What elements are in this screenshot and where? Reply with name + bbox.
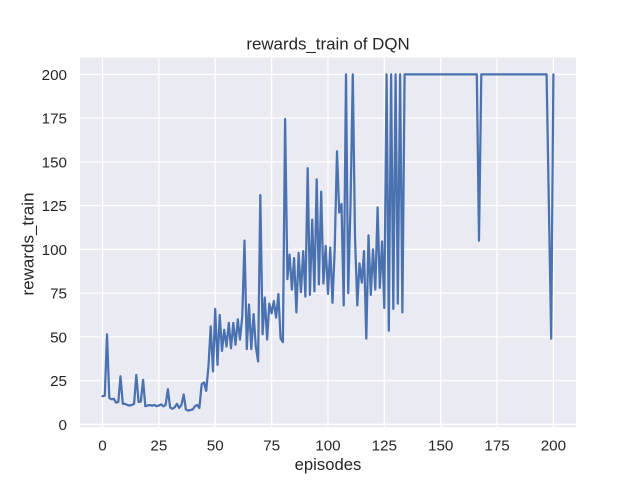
svg-text:200: 200 [42,67,67,84]
svg-text:75: 75 [263,438,280,455]
svg-text:100: 100 [42,242,67,259]
svg-text:150: 150 [428,438,453,455]
svg-text:75: 75 [50,286,67,303]
svg-text:0: 0 [59,417,67,434]
svg-text:rewards_train of DQN: rewards_train of DQN [246,35,409,54]
svg-text:25: 25 [150,438,167,455]
svg-text:50: 50 [50,329,67,346]
svg-text:25: 25 [50,373,67,390]
svg-text:100: 100 [315,438,340,455]
svg-text:rewards_train: rewards_train [19,193,38,296]
svg-text:50: 50 [207,438,224,455]
svg-text:200: 200 [541,438,566,455]
svg-text:175: 175 [484,438,509,455]
svg-text:150: 150 [42,154,67,171]
svg-text:0: 0 [98,438,106,455]
svg-text:175: 175 [42,111,67,128]
svg-text:episodes: episodes [295,455,362,474]
svg-text:125: 125 [42,198,67,215]
svg-text:125: 125 [372,438,397,455]
